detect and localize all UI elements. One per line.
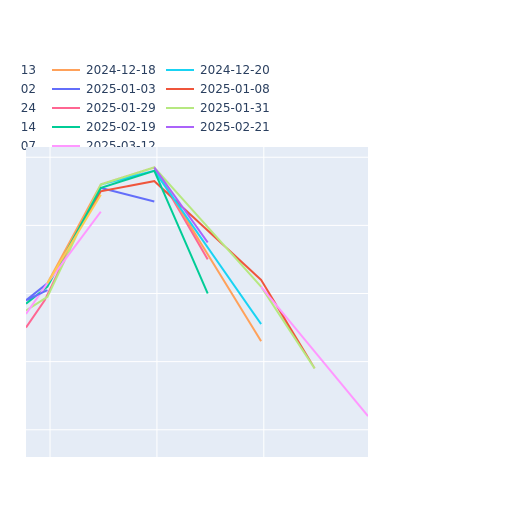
legend-label: 2025-01-29 xyxy=(86,101,156,115)
legend-item[interactable]: 2025-02-19 xyxy=(52,120,156,134)
legend-item[interactable]: 2024-12-18 xyxy=(52,63,156,77)
legend-item[interactable]: 02 xyxy=(0,82,36,96)
plot-area xyxy=(26,147,368,457)
series-line xyxy=(46,194,102,284)
legend: 13 2024-12-18 2024-12-20 02 2025-01-03 2025-0… xyxy=(0,63,270,153)
legend-item[interactable]: 14 xyxy=(0,120,36,134)
series-line xyxy=(26,166,316,369)
legend-label: 2024-12-20 xyxy=(200,63,270,77)
legend-label: 24 xyxy=(21,101,36,115)
legend-label: 2025-01-08 xyxy=(200,82,270,96)
legend-item[interactable]: 13 xyxy=(0,63,36,77)
legend-label: 2025-01-03 xyxy=(86,82,156,96)
legend-item[interactable]: 2025-01-29 xyxy=(52,101,156,115)
legend-label: 13 xyxy=(21,63,36,77)
legend-item[interactable]: 2025-01-08 xyxy=(166,82,270,96)
legend-label: 2025-02-19 xyxy=(86,120,156,134)
legend-item[interactable]: 2025-02-21 xyxy=(166,120,270,134)
legend-item[interactable]: 2025-01-31 xyxy=(166,101,270,115)
series-lines xyxy=(26,166,368,417)
series-line xyxy=(153,166,209,243)
legend-label: 2024-12-18 xyxy=(86,63,156,77)
legend-label: 14 xyxy=(21,120,36,134)
legend-label: 2025-02-21 xyxy=(200,120,270,134)
legend-item[interactable]: 24 xyxy=(0,101,36,115)
series-line xyxy=(260,286,368,417)
series-line xyxy=(26,289,48,302)
legend-label: 02 xyxy=(21,82,36,96)
legend-item[interactable]: 2024-12-20 xyxy=(166,63,270,77)
legend-label: 2025-01-31 xyxy=(200,101,270,115)
gridlines xyxy=(26,147,368,457)
legend-item[interactable]: 2025-01-03 xyxy=(52,82,156,96)
